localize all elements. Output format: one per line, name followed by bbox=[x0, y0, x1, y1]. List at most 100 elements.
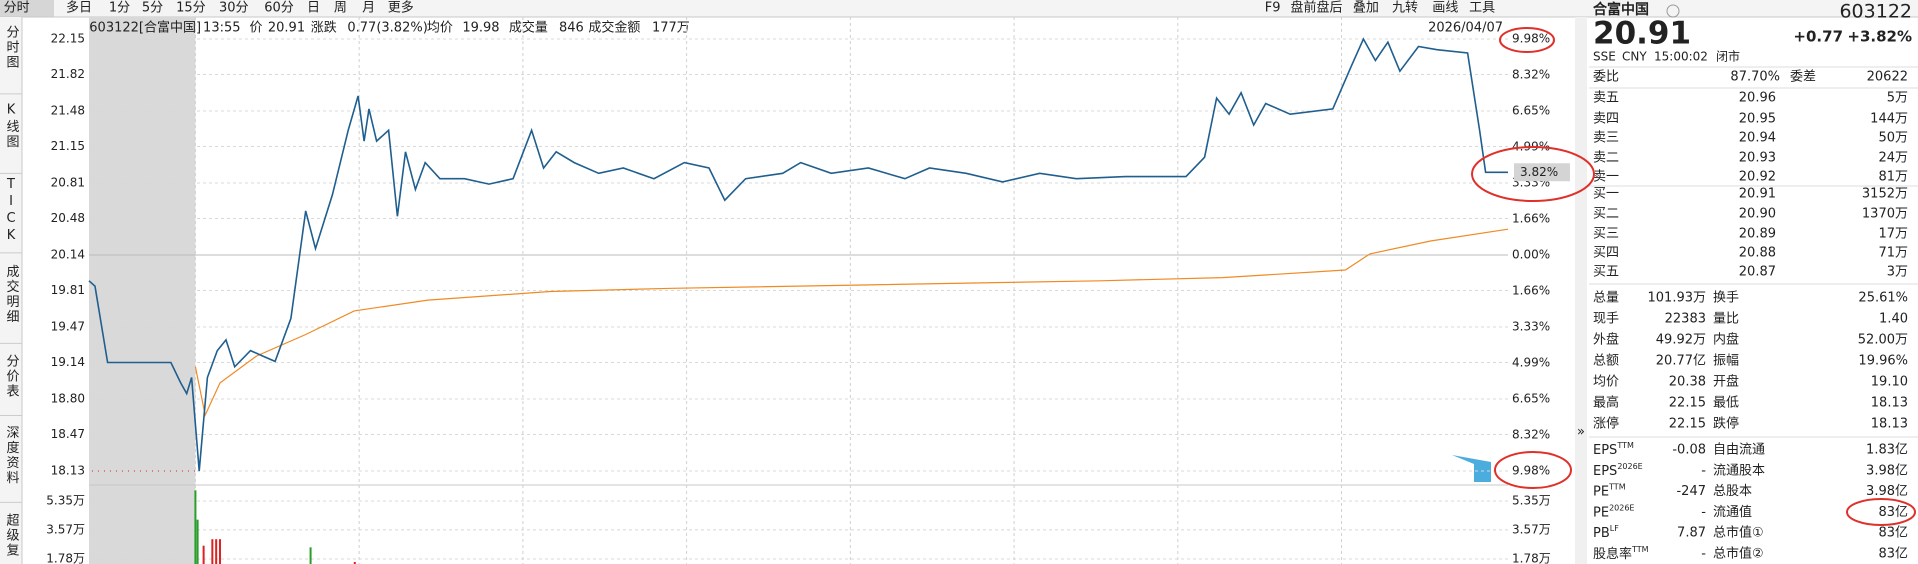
view-tab[interactable]: 60分 bbox=[264, 1, 294, 16]
book-price: 20.96 bbox=[1739, 91, 1776, 106]
last-price-tag bbox=[1514, 163, 1570, 182]
fund-label: EPSTTM bbox=[1593, 441, 1634, 458]
book-volume: 5万 bbox=[1887, 91, 1908, 106]
fund-value: -247 bbox=[1676, 484, 1706, 499]
y2-tick-label: 3.33% bbox=[1512, 320, 1550, 334]
y-tick-label: 19.47 bbox=[51, 320, 85, 334]
book-label: 买一 bbox=[1593, 187, 1619, 202]
y-tick-label: 19.81 bbox=[51, 283, 85, 297]
fund-label: PETTM bbox=[1593, 482, 1626, 499]
view-tab[interactable]: 30分 bbox=[219, 1, 249, 16]
fund-label-sup: LF bbox=[1610, 524, 1619, 533]
volume-bar bbox=[194, 490, 197, 564]
volume-tick-label-right: 3.57万 bbox=[1512, 522, 1551, 536]
side-bg bbox=[0, 17, 22, 564]
side-tab[interactable]: TICK bbox=[4, 177, 19, 245]
fund-label2: 流通股本 bbox=[1713, 463, 1765, 478]
stat-value: 25.61% bbox=[1858, 291, 1908, 306]
y-tick-label: 18.80 bbox=[51, 392, 85, 406]
volume-tick-label: 1.78万 bbox=[46, 552, 85, 564]
side-tab[interactable]: 成交明细 bbox=[4, 265, 20, 325]
fund-label-main: EPS bbox=[1593, 443, 1617, 458]
y-tick-label: 21.48 bbox=[51, 104, 85, 118]
volume-bar bbox=[309, 547, 312, 564]
book-price: 20.93 bbox=[1739, 151, 1776, 166]
annotations bbox=[1471, 27, 1916, 526]
view-tab[interactable]: 分时 bbox=[4, 1, 30, 16]
fund-label2: 总市值② bbox=[1713, 546, 1764, 562]
fund-label2: 总股本 bbox=[1713, 484, 1752, 499]
fund-label-main: PE bbox=[1593, 484, 1609, 499]
volume-bar bbox=[215, 539, 218, 564]
annotation-circle bbox=[1846, 498, 1916, 526]
stat-value: 22.15 bbox=[1669, 396, 1706, 411]
view-tab[interactable]: 多日 bbox=[66, 0, 92, 16]
fund-label-sup: 2026E bbox=[1609, 503, 1634, 512]
y2-tick-label: 9.98% bbox=[1512, 464, 1550, 478]
side-tab[interactable]: 深度资料 bbox=[4, 426, 20, 486]
view-tab[interactable]: 月 bbox=[362, 1, 375, 16]
y-tick-label: 20.81 bbox=[51, 176, 85, 190]
stat-label: 最低 bbox=[1713, 396, 1739, 411]
book-price: 20.91 bbox=[1739, 187, 1776, 202]
fund-label: PE2026E bbox=[1593, 503, 1634, 520]
info-amount: 177万 bbox=[652, 21, 690, 36]
side-tab[interactable]: 超级复 bbox=[4, 513, 20, 558]
fund-value: 7.87 bbox=[1677, 526, 1706, 541]
volume-bar bbox=[196, 519, 199, 564]
fund-label-sup: TTM bbox=[1608, 482, 1626, 491]
fund-label-main: EPS bbox=[1593, 463, 1617, 478]
fund-value2: 3.98亿 bbox=[1866, 484, 1908, 499]
volume-bar bbox=[353, 561, 356, 564]
book-volume: 1370万 bbox=[1862, 207, 1908, 222]
fund-value2: 83亿 bbox=[1878, 547, 1908, 562]
quote-time: 15:00:02 bbox=[1654, 50, 1708, 64]
book-volume: 3152万 bbox=[1862, 187, 1908, 202]
info-icon[interactable] bbox=[1666, 4, 1680, 18]
stat-value: 18.13 bbox=[1871, 396, 1908, 411]
y2-tick-label: 8.32% bbox=[1512, 67, 1550, 81]
y2-tick-label: 6.65% bbox=[1512, 391, 1550, 405]
view-tab[interactable]: 日 bbox=[307, 1, 320, 16]
collapse-arrow[interactable]: » bbox=[1577, 425, 1585, 440]
view-tab[interactable]: 周 bbox=[334, 1, 347, 16]
float-icon[interactable] bbox=[1452, 455, 1491, 482]
active-tab-bg bbox=[0, 0, 54, 17]
info-avg-label: 均价 bbox=[427, 21, 453, 36]
side-tab[interactable]: 分价表 bbox=[4, 354, 20, 399]
tool-button[interactable]: F9 bbox=[1265, 1, 1281, 16]
book-label: 卖三 bbox=[1593, 131, 1619, 146]
view-tab[interactable]: 5分 bbox=[142, 1, 163, 16]
side-tab[interactable]: K线图 bbox=[4, 102, 20, 149]
book-label: 卖四 bbox=[1593, 112, 1619, 127]
view-tab[interactable]: 更多 bbox=[388, 0, 414, 16]
annotation-circle bbox=[1499, 27, 1555, 53]
annotation-circle bbox=[1494, 451, 1572, 489]
view-tab[interactable]: 15分 bbox=[176, 1, 206, 16]
y2-tick-label: 6.65% bbox=[1512, 104, 1550, 118]
tool-button[interactable]: 工具 bbox=[1469, 1, 1495, 16]
fund-label2: 流通值 bbox=[1713, 504, 1752, 520]
fund-value: -0.08 bbox=[1672, 443, 1706, 458]
volume-tick-label: 3.57万 bbox=[46, 522, 85, 536]
diff-label: 委差 bbox=[1790, 70, 1816, 85]
side-tab[interactable]: 分时图 bbox=[4, 25, 20, 70]
tool-button[interactable]: 九转 bbox=[1392, 1, 1418, 16]
view-tab[interactable]: 1分 bbox=[109, 1, 130, 16]
toolbar-bg bbox=[0, 0, 1918, 17]
tool-button[interactable]: 画线 bbox=[1432, 1, 1458, 16]
volume-tick-label: 5.35万 bbox=[46, 493, 85, 507]
stat-value: 22383 bbox=[1665, 312, 1706, 327]
book-price: 20.95 bbox=[1739, 112, 1776, 127]
tool-button[interactable]: 盘前盘后 bbox=[1290, 0, 1342, 16]
fund-label2: 总市值① bbox=[1713, 525, 1764, 541]
stat-label: 现手 bbox=[1593, 312, 1619, 327]
y-tick-label: 20.14 bbox=[51, 248, 85, 262]
tool-button[interactable]: 叠加 bbox=[1353, 1, 1379, 16]
fund-label: EPS2026E bbox=[1593, 461, 1643, 478]
fund-value2: 3.98亿 bbox=[1866, 463, 1908, 478]
book-volume: 3万 bbox=[1887, 265, 1908, 280]
